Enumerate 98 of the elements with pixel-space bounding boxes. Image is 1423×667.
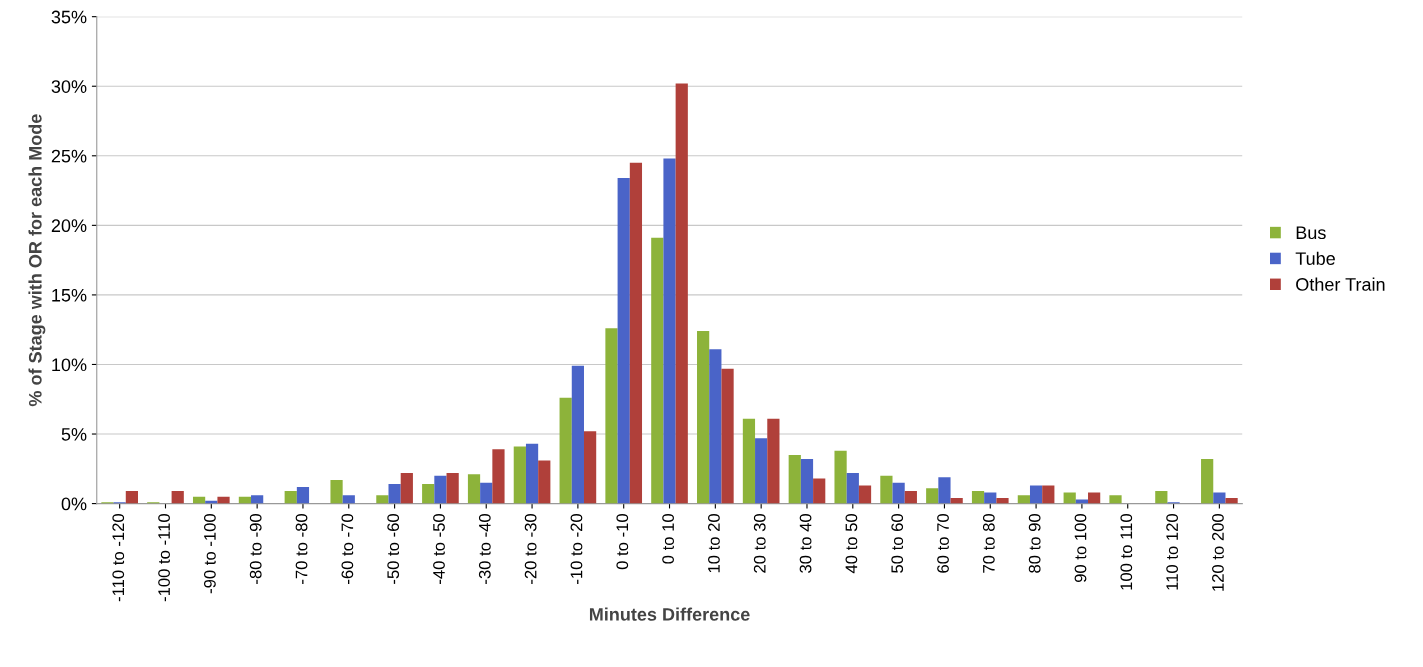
y-tick-label: 5% [61, 428, 87, 441]
legend-label: Tube [1295, 251, 1335, 265]
bar [446, 472, 459, 504]
x-tick-label: -70 to -80 [295, 513, 308, 584]
x-tick-label: 60 to 70 [937, 513, 949, 573]
x-tick-label: -20 to -30 [524, 513, 537, 584]
x-tick-label: 50 to 60 [891, 513, 904, 573]
x-tick-label: -50 to -60 [387, 513, 400, 584]
x-tick-label: 20 to 30 [753, 513, 766, 573]
bar [400, 472, 413, 504]
x-tick-label: 90 to 100 [1074, 513, 1087, 583]
x-tick-label: 100 to 110 [1120, 513, 1133, 590]
y-axis-title: % of Stage with OR for each Mode [28, 114, 46, 407]
bar [513, 446, 526, 504]
bar [834, 450, 847, 504]
bar [846, 472, 859, 504]
bar [342, 495, 355, 504]
bar [492, 449, 505, 504]
bar [742, 418, 756, 504]
bar [675, 83, 688, 504]
bar [938, 477, 951, 504]
x-tick-label: 10 to 20 [708, 513, 720, 573]
bar [663, 158, 676, 504]
x-tick-label: 120 to 200 [1212, 513, 1224, 591]
bar [996, 498, 1009, 504]
x-tick-label: -110 to -120 [112, 513, 125, 602]
bar [651, 237, 664, 504]
bar [767, 418, 780, 504]
y-tick-label: 25% [51, 149, 87, 163]
bar [217, 496, 230, 504]
x-tick-label: -60 to -70 [341, 513, 354, 584]
bar [583, 431, 597, 504]
x-tick-label: 110 to 120 [1166, 513, 1179, 590]
bar [709, 349, 722, 504]
bar [1029, 485, 1043, 504]
x-tick-label: 0 to 10 [662, 513, 674, 564]
bar [697, 331, 710, 504]
bar [480, 482, 493, 504]
bar [1063, 492, 1076, 504]
x-tick-label: 30 to 40 [799, 513, 812, 573]
bar [813, 478, 826, 504]
bar [926, 488, 939, 504]
bar [1201, 459, 1214, 504]
bar [605, 328, 618, 504]
bar [800, 459, 814, 504]
legend-label: Other Train [1296, 277, 1385, 291]
y-tick-label: 15% [52, 288, 87, 302]
bar [858, 485, 872, 504]
bar [525, 443, 539, 504]
bar [376, 495, 389, 504]
x-axis-title: Minutes Difference [589, 607, 750, 621]
bar [388, 484, 401, 504]
y-tick-label: 35% [51, 10, 87, 24]
bar [125, 491, 138, 504]
bar [755, 438, 768, 504]
bar [721, 368, 734, 504]
bar [330, 479, 343, 504]
bar [971, 491, 985, 504]
bar [788, 454, 801, 504]
bar [284, 491, 297, 504]
x-tick-label: 0 to -10 [616, 513, 629, 570]
bar [1017, 495, 1030, 504]
bar [880, 475, 893, 504]
bar [538, 460, 551, 504]
bar [296, 486, 310, 504]
bar [892, 482, 905, 504]
bar [559, 397, 572, 504]
bar [629, 162, 643, 504]
x-tick-label: 80 to 90 [1028, 513, 1041, 573]
x-tick-label: 70 to 80 [982, 513, 995, 573]
x-tick-label: 40 to 50 [845, 513, 858, 574]
x-tick-label: -80 to -90 [249, 513, 262, 584]
bar [1213, 492, 1226, 504]
bar [617, 178, 630, 504]
bar [1042, 485, 1055, 504]
y-tick-label: 10% [52, 358, 87, 372]
bar [171, 491, 184, 504]
x-tick-label: -40 to -50 [433, 513, 445, 584]
legend-label: Bus [1296, 226, 1326, 240]
y-tick-label: 0% [61, 497, 87, 511]
bar [1155, 491, 1168, 504]
bar [1109, 495, 1122, 504]
bar [422, 484, 435, 504]
x-tick-label: -10 to -20 [570, 513, 583, 584]
x-tick-label: -90 to -100 [203, 513, 216, 594]
y-tick-label: 20% [51, 219, 87, 233]
bar [904, 491, 917, 504]
bar [1088, 492, 1101, 504]
bar [467, 474, 481, 504]
x-tick-label: -30 to -40 [478, 513, 491, 584]
bar [251, 495, 264, 504]
bar [571, 365, 584, 504]
bar [434, 475, 447, 504]
bar [1075, 499, 1089, 504]
y-tick-label: 30% [51, 80, 87, 93]
bar [984, 492, 997, 504]
bar [1225, 498, 1238, 504]
x-tick-label: -100 to -110 [158, 513, 170, 602]
